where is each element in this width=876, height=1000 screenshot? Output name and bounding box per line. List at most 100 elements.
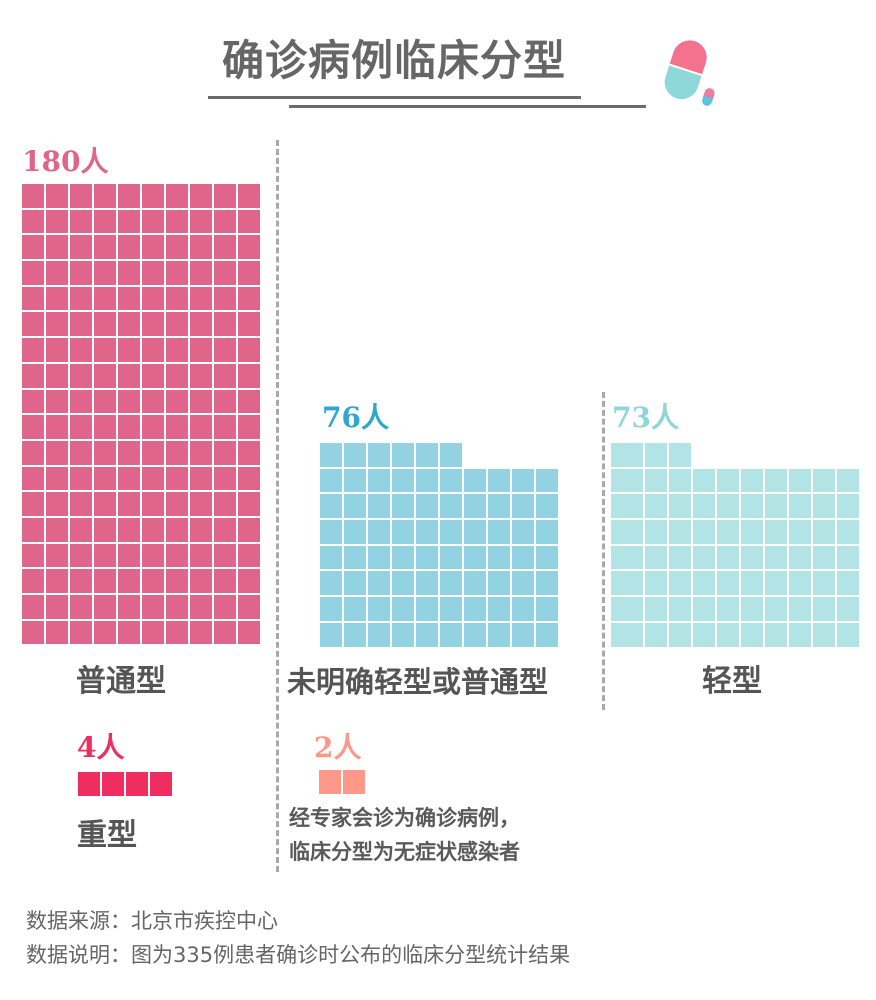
waffle-cell: [765, 520, 787, 544]
waffle-cell: [440, 545, 462, 570]
waffle-cell: [46, 312, 68, 337]
waffle-cell: [344, 597, 366, 621]
waffle-cell: [70, 389, 92, 414]
waffle-cell: [512, 443, 534, 467]
waffle-cell: [440, 494, 462, 519]
waffle-cell: [22, 286, 44, 311]
waffle-cell: [166, 209, 188, 234]
waffle-cell: [837, 622, 859, 647]
waffle-cell: [464, 494, 486, 519]
waffle-cell: [392, 520, 414, 544]
waffle-cell: [669, 468, 691, 493]
waffle-cell: [741, 545, 763, 570]
waffle-cell: [142, 209, 164, 234]
waffle-cell: [238, 415, 260, 439]
waffle-cell: [70, 543, 92, 568]
waffle-cell: [488, 622, 510, 647]
waffle-cell: [142, 440, 164, 465]
waffle-cell: [717, 597, 739, 621]
waffle-cell: [238, 389, 260, 414]
waffle-cell: [837, 468, 859, 493]
waffle-cell: [22, 517, 44, 542]
waffle-cell: [238, 338, 260, 362]
waffle-cell: [765, 571, 787, 596]
waffle-cell: [214, 312, 236, 337]
waffle-cell: [238, 209, 260, 234]
waffle-cell: [512, 545, 534, 570]
waffle-cell: [693, 520, 715, 544]
waffle-cell: [166, 569, 188, 593]
waffle-cell: [142, 517, 164, 542]
waffle-cell: [344, 520, 366, 544]
waffle-cell: [238, 261, 260, 285]
waffle-cell: [214, 338, 236, 362]
waffle-cell: [320, 545, 342, 570]
waffle-cell: [319, 770, 341, 794]
waffle-cell: [717, 443, 739, 467]
waffle-cell: [645, 468, 667, 493]
waffle-cell: [536, 468, 558, 493]
waffle-cell: [166, 184, 188, 208]
waffle-cell: [214, 569, 236, 593]
waffle-cell: [94, 543, 116, 568]
waffle-cell: [536, 622, 558, 647]
waffle-cell: [46, 389, 68, 414]
waffle-cell: [344, 468, 366, 493]
waffle-cell: [765, 597, 787, 621]
undetermined-label: 未明确轻型或普通型: [287, 665, 549, 699]
waffle-cell: [142, 389, 164, 414]
severe-count: 4人: [77, 731, 125, 764]
waffle-cell: [320, 494, 342, 519]
waffle-cell: [214, 492, 236, 516]
waffle-cell: [166, 543, 188, 568]
mild-waffle-grid: [611, 443, 859, 647]
waffle-cell: [118, 184, 140, 208]
waffle-cell: [94, 209, 116, 234]
waffle-cell: [70, 209, 92, 234]
mild-count: 73人: [612, 401, 679, 434]
waffle-cell: [46, 184, 68, 208]
waffle-cell: [166, 440, 188, 465]
waffle-cell: [70, 235, 92, 260]
waffle-cell: [46, 620, 68, 645]
waffle-cell: [669, 597, 691, 621]
waffle-cell: [464, 597, 486, 621]
waffle-cell: [837, 545, 859, 570]
waffle-cell: [46, 440, 68, 465]
waffle-cell: [190, 363, 212, 388]
waffle-cell: [94, 286, 116, 311]
waffle-cell: [813, 597, 835, 621]
divider-left: [276, 140, 279, 872]
waffle-cell: [142, 363, 164, 388]
waffle-cell: [512, 520, 534, 544]
waffle-cell: [320, 443, 342, 467]
waffle-cell: [416, 622, 438, 647]
waffle-cell: [392, 494, 414, 519]
waffle-cell: [94, 440, 116, 465]
waffle-cell: [488, 468, 510, 493]
waffle-cell: [22, 569, 44, 593]
waffle-cell: [190, 440, 212, 465]
waffle-cell: [789, 494, 811, 519]
waffle-cell: [94, 569, 116, 593]
waffle-cell: [94, 363, 116, 388]
waffle-cell: [142, 492, 164, 516]
waffle-cell: [789, 622, 811, 647]
waffle-cell: [813, 520, 835, 544]
waffle-cell: [536, 571, 558, 596]
waffle-cell: [343, 770, 365, 794]
waffle-cell: [440, 597, 462, 621]
waffle-cell: [94, 466, 116, 491]
waffle-cell: [320, 622, 342, 647]
severe-label: 重型: [77, 818, 137, 853]
waffle-cell: [741, 622, 763, 647]
waffle-cell: [536, 494, 558, 519]
waffle-cell: [22, 620, 44, 645]
waffle-cell: [190, 517, 212, 542]
waffle-cell: [70, 569, 92, 593]
waffle-cell: [669, 622, 691, 647]
waffle-cell: [94, 235, 116, 260]
waffle-cell: [765, 443, 787, 467]
waffle-cell: [837, 520, 859, 544]
waffle-cell: [611, 622, 643, 647]
